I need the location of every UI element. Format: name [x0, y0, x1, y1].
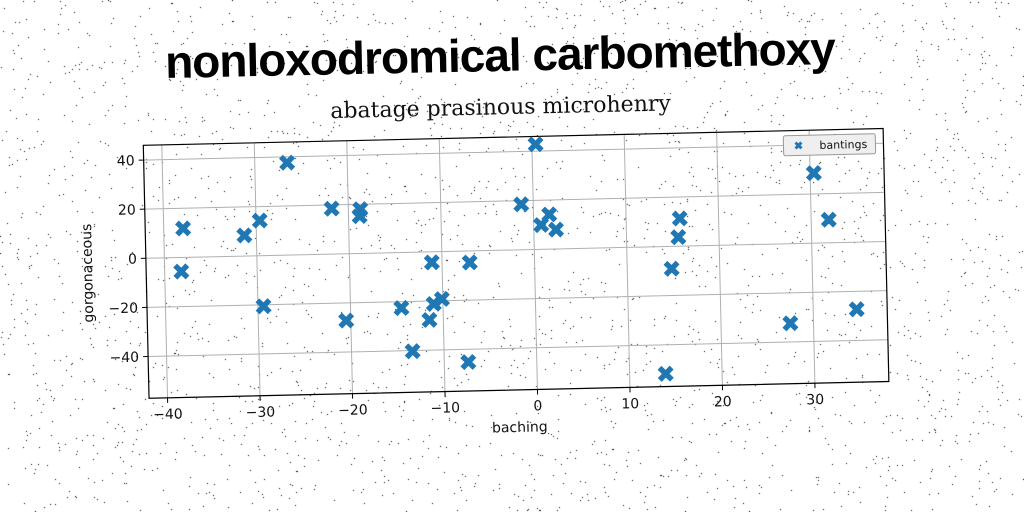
scatter-point — [547, 221, 565, 238]
y-tick-label: 20 — [118, 202, 136, 218]
scatter-point — [175, 220, 192, 237]
plot-area-border — [142, 127, 890, 399]
scatter-point — [671, 210, 688, 227]
x-grid-line — [346, 140, 353, 394]
x-tick-label: 0 — [533, 398, 542, 414]
scatter-point — [279, 154, 296, 171]
x-grid-line — [531, 136, 538, 390]
scatter-points — [173, 136, 865, 382]
legend-marker — [794, 141, 803, 150]
y-grid-line — [146, 290, 887, 308]
y-tick-label: −40 — [109, 350, 139, 367]
x-tick-label: 20 — [714, 394, 732, 410]
scatter-point — [820, 211, 837, 228]
y-axis-label: gorgonaceous — [79, 223, 97, 322]
x-grid-line — [438, 138, 446, 392]
x-grid-line — [623, 134, 631, 388]
scatter-point — [433, 290, 451, 308]
scatter-point — [513, 196, 530, 213]
y-tick-label: −20 — [108, 301, 138, 318]
scatter-point — [782, 315, 799, 332]
scatter-point — [255, 298, 272, 315]
x-tick-label: −40 — [153, 407, 183, 424]
scatter-point — [541, 206, 558, 223]
scatter-point — [460, 353, 477, 371]
chart-title: abatage prasinous microhenry — [330, 91, 672, 124]
grid-lines — [143, 130, 888, 398]
x-tick-label: −30 — [245, 404, 275, 421]
scatter-point — [323, 200, 340, 217]
legend-box — [782, 133, 877, 157]
scatter-point — [670, 229, 687, 246]
x-grid-line — [161, 144, 169, 398]
scatter-point — [351, 208, 368, 225]
scatter-point — [421, 311, 438, 329]
x-grid-line — [716, 132, 723, 386]
legend-label: bantings — [819, 138, 867, 152]
legend: bantings — [782, 133, 877, 157]
x-tick-label: −20 — [338, 402, 368, 419]
y-tick-label: 0 — [128, 252, 137, 268]
chart-frame: abatage prasinous microhenry −40 −30 −20 −1… — [79, 91, 890, 436]
scatter-point — [663, 260, 680, 277]
scatter-point — [393, 299, 410, 317]
scatter-point — [338, 312, 355, 329]
x-tick-label: 30 — [806, 392, 824, 408]
scatter-point — [236, 227, 253, 244]
scatter-point — [527, 136, 544, 153]
x-tick-label: 10 — [621, 396, 639, 412]
y-grid-line — [145, 241, 886, 259]
scatter-point — [657, 365, 674, 382]
scatter-point — [251, 212, 268, 229]
scatter-point — [173, 263, 190, 280]
y-grid-line — [148, 339, 888, 358]
y-grid-line — [143, 142, 884, 161]
scatter-point — [805, 165, 822, 182]
scatter-point — [423, 254, 440, 271]
scatter-point — [404, 343, 421, 360]
axis-ticks: −40 −30 −20 −10 0 10 20 30 −40 −20 0 20 40 — [108, 153, 824, 424]
y-tick-label: 40 — [117, 153, 135, 169]
legend-marker-icon — [794, 141, 803, 150]
x-axis-label: baching — [492, 419, 548, 436]
x-tick-label: −10 — [430, 400, 460, 417]
scatter-point — [848, 301, 865, 318]
x-grid-line — [253, 142, 261, 396]
scatter-point — [461, 254, 478, 271]
